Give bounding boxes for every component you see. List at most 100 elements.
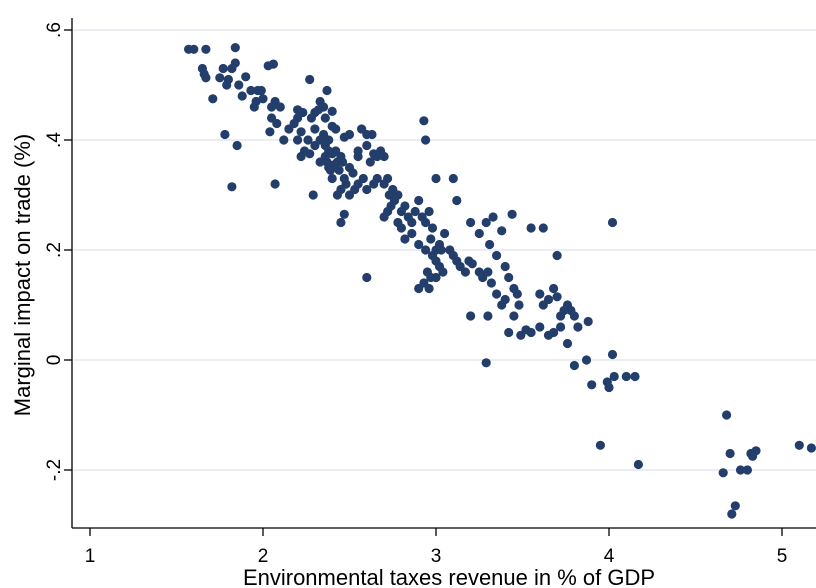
data-point	[421, 217, 431, 228]
y-tick-label: -.2	[44, 459, 65, 481]
data-point	[410, 206, 420, 217]
data-point	[500, 294, 510, 305]
data-point	[344, 190, 355, 200]
data-point	[516, 330, 526, 340]
data-point	[222, 80, 232, 90]
data-point	[232, 140, 242, 151]
data-point	[220, 129, 230, 140]
data-point	[436, 245, 446, 255]
data-point	[448, 173, 458, 184]
data-point	[500, 261, 510, 272]
data-point	[492, 289, 502, 299]
data-point	[507, 209, 517, 219]
data-point	[265, 127, 275, 137]
data-point	[562, 338, 573, 349]
data-point	[305, 74, 315, 85]
data-point	[327, 106, 337, 116]
data-point	[474, 228, 484, 239]
data-point	[751, 446, 761, 456]
data-point	[339, 209, 349, 219]
data-point	[727, 509, 737, 519]
data-point	[237, 91, 247, 101]
data-point	[488, 212, 498, 222]
data-point	[514, 300, 524, 310]
data-point	[293, 135, 303, 145]
data-point	[483, 311, 493, 321]
y-tick-label: .6	[44, 22, 65, 38]
data-point	[794, 440, 804, 450]
data-point	[365, 157, 375, 167]
data-point	[315, 96, 325, 107]
data-point	[438, 267, 448, 277]
data-point	[481, 358, 491, 368]
data-point	[407, 217, 417, 228]
data-point	[308, 190, 318, 200]
data-point	[552, 292, 562, 302]
data-point	[552, 250, 562, 261]
data-point	[419, 116, 429, 126]
data-point	[460, 267, 470, 277]
data-point	[331, 124, 341, 134]
data-point	[296, 151, 306, 162]
data-point	[334, 165, 344, 175]
data-point	[595, 440, 606, 450]
data-point	[466, 311, 476, 321]
data-point	[607, 349, 618, 360]
data-point	[630, 371, 640, 382]
data-point	[607, 217, 618, 228]
data-point	[431, 173, 441, 184]
axis-layer: -.2 0 .2 .4 .6 1 2 3 4 5	[44, 18, 816, 567]
data-point	[393, 190, 403, 200]
data-point	[549, 283, 559, 294]
data-point	[400, 201, 410, 211]
data-point	[421, 135, 431, 145]
data-point	[526, 223, 536, 233]
y-axis-title: Marginal impact on trade (%)	[10, 134, 35, 416]
data-point	[327, 149, 337, 159]
data-point	[569, 311, 580, 321]
data-point	[426, 234, 436, 244]
data-point	[215, 73, 225, 83]
data-point	[414, 283, 424, 294]
data-point	[305, 149, 315, 159]
data-point	[325, 165, 336, 175]
data-point	[486, 278, 496, 288]
data-point	[414, 195, 424, 206]
data-point	[230, 58, 240, 68]
data-point	[806, 443, 816, 453]
y-tick-label: 0	[44, 355, 65, 366]
data-point	[452, 195, 462, 206]
data-point	[509, 311, 519, 321]
data-point	[227, 182, 237, 192]
data-point	[353, 146, 363, 156]
data-point	[298, 107, 308, 118]
data-point	[504, 272, 514, 283]
data-point	[573, 322, 583, 332]
data-point	[218, 63, 228, 74]
data-point	[258, 94, 268, 104]
data-point	[400, 234, 410, 244]
data-point	[357, 124, 367, 134]
data-point	[338, 157, 348, 167]
data-point	[362, 272, 372, 283]
data-point	[339, 173, 349, 184]
data-point	[208, 94, 218, 104]
data-point	[201, 44, 211, 54]
data-point	[735, 465, 746, 475]
data-points	[184, 43, 816, 519]
data-point	[279, 135, 289, 145]
data-point	[431, 272, 441, 283]
data-point	[324, 135, 334, 145]
data-point	[633, 459, 644, 470]
data-point	[424, 206, 434, 217]
data-point	[718, 468, 728, 478]
data-point	[621, 371, 631, 382]
data-point	[270, 179, 280, 189]
data-point	[497, 226, 507, 236]
data-point	[483, 267, 493, 277]
data-point	[336, 217, 346, 228]
data-point	[256, 85, 266, 96]
data-point	[379, 212, 389, 222]
data-point	[609, 371, 619, 382]
